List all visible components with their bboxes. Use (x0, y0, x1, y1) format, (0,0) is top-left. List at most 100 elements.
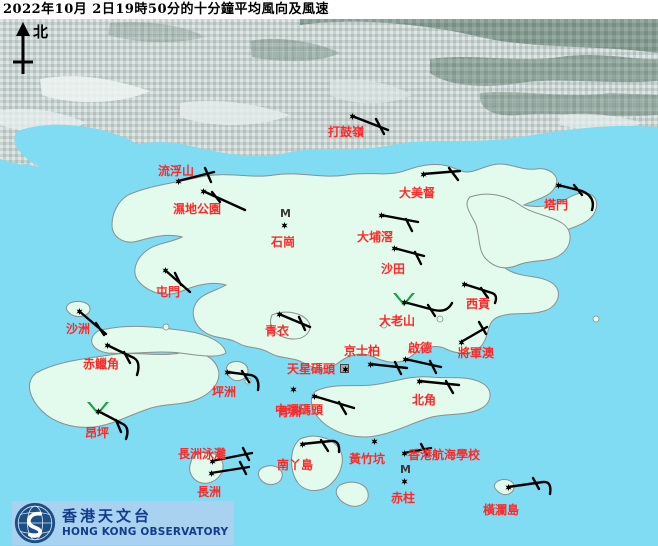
station-dot-icon (461, 281, 468, 288)
north-label: 北 (33, 23, 49, 41)
station-dot-icon (281, 222, 288, 229)
station-dot-icon (458, 339, 465, 346)
station-dot-icon (76, 308, 83, 315)
station-dot-icon (276, 311, 283, 318)
station-label: 啟德 (408, 341, 433, 355)
wind-barb (421, 166, 462, 182)
station-dot-icon (505, 484, 512, 491)
station-dot-icon (290, 386, 297, 393)
station-dot-icon (175, 178, 182, 185)
station-label: 屯門 (156, 285, 181, 299)
station-dot-icon (402, 356, 409, 363)
station-label: 黃竹坑 (349, 452, 386, 466)
station-dot-icon (420, 171, 427, 178)
wind-barb (506, 476, 552, 496)
wind-barb (96, 409, 129, 441)
wind-barb (277, 312, 312, 332)
wind-barb (379, 213, 420, 233)
station-label: 將軍澳 (458, 346, 495, 360)
station-dot-icon (224, 369, 231, 376)
hko-emblem-icon (14, 502, 56, 544)
wind-barb-layer (77, 114, 595, 496)
station-label: 香港航海學校 (408, 448, 481, 462)
hko-logo: 香港天文台 HONG KONG OBSERVATORY (12, 501, 234, 545)
wind-barb (176, 166, 216, 184)
station-label: 赤柱 (391, 491, 416, 505)
wind-barb (350, 114, 390, 136)
logo-text-en: HONG KONG OBSERVATORY (62, 525, 229, 538)
wind-barb (402, 300, 454, 318)
station-dot-icon (349, 113, 356, 120)
station-dot-icon (401, 478, 408, 485)
north-arrow: 北 (6, 20, 60, 90)
station-dot-icon (311, 393, 318, 400)
station-label: 濕地公園 (173, 202, 222, 216)
station-label: 青衣 (265, 324, 290, 338)
wind-barb (392, 246, 426, 266)
high-station-triangle-icon (393, 293, 415, 306)
wind-barb (403, 357, 443, 375)
station-dot-icon (299, 441, 306, 448)
station-layer: 打鼓嶺流浮山濕地公園 M 石崗 大美督塔門大埔滘沙田屯門沙洲赤鱲角昂坪 青衣 大老山 西貢將… (0, 19, 658, 546)
station-label: 大美督 (399, 186, 436, 200)
station-label: 長洲泳灘 (178, 447, 227, 461)
station-dot-icon (391, 245, 398, 252)
station-dot-icon (416, 378, 423, 385)
wind-barb (459, 320, 489, 344)
station-label: 北角 (412, 393, 437, 407)
calm-marker-label: M (280, 207, 291, 220)
station-dot-icon (378, 212, 385, 219)
station-dot-icon (401, 299, 408, 306)
station-dot-icon (555, 182, 562, 189)
map-geography (0, 19, 658, 546)
station-dot-icon (209, 458, 216, 465)
station-dot-icon (208, 470, 215, 477)
station-label: 昂坪 (85, 426, 110, 440)
station-label: 中環碼頭 (275, 403, 324, 417)
wind-barb (312, 394, 356, 416)
station-label: 青洲 (277, 405, 302, 419)
station-dot-icon (95, 408, 102, 415)
wind-barb (417, 379, 461, 395)
station-label: 大老山 (379, 314, 416, 328)
wind-barb (210, 446, 254, 463)
station-dot-icon (342, 366, 349, 373)
map-canvas[interactable]: 北 打鼓嶺流浮山濕地公園 M 石崗 大美督塔門大埔滘沙田屯門沙洲赤鱲角昂坪 青衣 大老山 西… (0, 19, 658, 546)
station-label: 大埔滘 (357, 230, 394, 244)
station-label: 南丫島 (277, 458, 314, 472)
wind-barb (556, 183, 595, 212)
station-label: 石崗 (271, 235, 296, 249)
wind-barb (402, 442, 433, 457)
station-label: 打鼓嶺 (328, 125, 365, 139)
station-dot-icon (401, 450, 408, 457)
high-station-triangle-icon (87, 402, 109, 415)
station-label: 西貢 (466, 297, 491, 311)
wind-barb (209, 460, 251, 476)
page-title: 2022年10月 2日19時50分的十分鐘平均風向及風速 (3, 2, 330, 17)
station-label: 天星碼頭 (287, 362, 336, 376)
station-label: 長洲 (197, 485, 222, 499)
wind-barb (77, 309, 108, 337)
station-dot-icon (371, 438, 378, 445)
wind-barb (225, 369, 260, 392)
wind-barb (462, 282, 498, 305)
station-label: 沙田 (381, 262, 406, 276)
wind-barb (163, 268, 192, 294)
station-label: 京士柏 (344, 344, 381, 358)
station-dot-icon (162, 267, 169, 274)
wind-barb (300, 438, 341, 454)
station-label: 橫瀾島 (483, 503, 520, 517)
station-label: 坪洲 (212, 385, 237, 399)
station-label: 赤鱲角 (83, 357, 120, 371)
station-label: 塔門 (544, 198, 569, 212)
station-label: 沙洲 (66, 322, 91, 336)
calm-marker-label: M (400, 463, 411, 476)
station-label: 流浮山 (158, 164, 195, 178)
logo-text-zh: 香港天文台 (62, 506, 153, 525)
wind-barb (105, 343, 140, 377)
wind-barb (201, 189, 247, 212)
north-arrow-icon (13, 22, 33, 74)
station-dot-icon (367, 361, 374, 368)
wind-barb (368, 360, 409, 376)
